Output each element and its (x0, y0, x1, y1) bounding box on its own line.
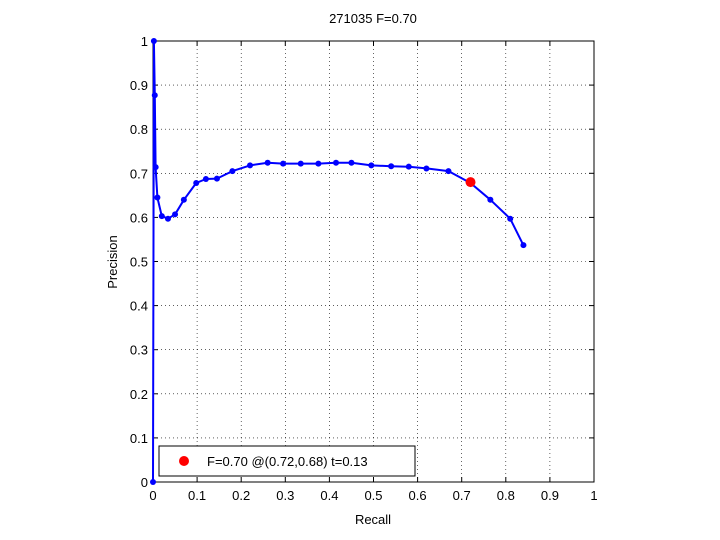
pr-point (487, 196, 494, 203)
pr-point (202, 176, 209, 183)
pr-point (297, 160, 304, 167)
pr-point (150, 479, 156, 485)
grid-lines (153, 41, 594, 482)
y-axis-label: Precision (105, 235, 120, 288)
x-tick-label: 0.7 (453, 488, 471, 503)
pr-point (348, 159, 355, 166)
pr-point (158, 213, 165, 220)
legend-label: F=0.70 @(0.72,0.68) t=0.13 (207, 454, 368, 469)
x-tick-label: 0.9 (541, 488, 559, 503)
y-tick-label: 0.3 (130, 343, 148, 358)
x-tick-label: 0.3 (276, 488, 294, 503)
pr-point (152, 164, 159, 171)
pr-point (193, 180, 200, 187)
y-tick-label: 0.8 (130, 122, 148, 137)
y-tick-label: 0.7 (130, 166, 148, 181)
legend-box (158, 445, 416, 477)
pr-point (280, 160, 287, 167)
pr-point (520, 242, 527, 249)
pr-point (213, 175, 220, 182)
y-tick-label: 0.2 (130, 387, 148, 402)
y-tick-label: 0.1 (130, 431, 148, 446)
series-layer (150, 38, 527, 485)
best-f-point (465, 177, 476, 188)
pr-point (333, 159, 340, 166)
pr-point (150, 38, 157, 44)
pr-point (507, 215, 514, 222)
x-tick-label: 0.6 (409, 488, 427, 503)
pr-point (247, 162, 254, 169)
x-tick-label: 0.1 (188, 488, 206, 503)
pr-point (180, 196, 187, 203)
x-axis-label: Recall (355, 512, 391, 527)
x-tick-label: 1 (590, 488, 597, 503)
y-tick-label: 0.9 (130, 78, 148, 93)
x-tick-label: 0.4 (320, 488, 338, 503)
pr-point (388, 163, 395, 170)
x-tick-label: 0.2 (232, 488, 250, 503)
pr-point (315, 160, 322, 167)
pr-point (172, 211, 179, 218)
y-tick-label: 0.4 (130, 299, 148, 314)
y-tick-label: 0 (141, 475, 148, 490)
y-tick-label: 0.5 (130, 255, 148, 270)
pr-point (154, 194, 161, 201)
pr-point (264, 159, 271, 166)
y-tick-label: 1 (141, 34, 148, 49)
pr-point (423, 165, 430, 172)
x-tick-label: 0.5 (364, 488, 382, 503)
x-tick-label: 0 (149, 488, 156, 503)
pr-point (445, 168, 452, 175)
pr-point (368, 162, 375, 169)
legend: F=0.70 @(0.72,0.68) t=0.13 (158, 445, 416, 477)
pr-point (229, 168, 236, 175)
y-tick-label: 0.6 (130, 210, 148, 225)
pr-point (405, 163, 412, 170)
pr-curve-line (152, 40, 525, 483)
x-tick-label: 0.8 (497, 488, 515, 503)
legend-marker (179, 456, 189, 466)
axis-ticks: 0 0.1 0.2 0.3 0.4 0.5 0.6 0.7 0.8 0.9 1 0 0.1 0.2 0.3 0… (130, 34, 598, 503)
chart-title: 271035 F=0.70 (329, 11, 417, 26)
pr-point (151, 92, 158, 99)
pr-point (164, 215, 171, 222)
